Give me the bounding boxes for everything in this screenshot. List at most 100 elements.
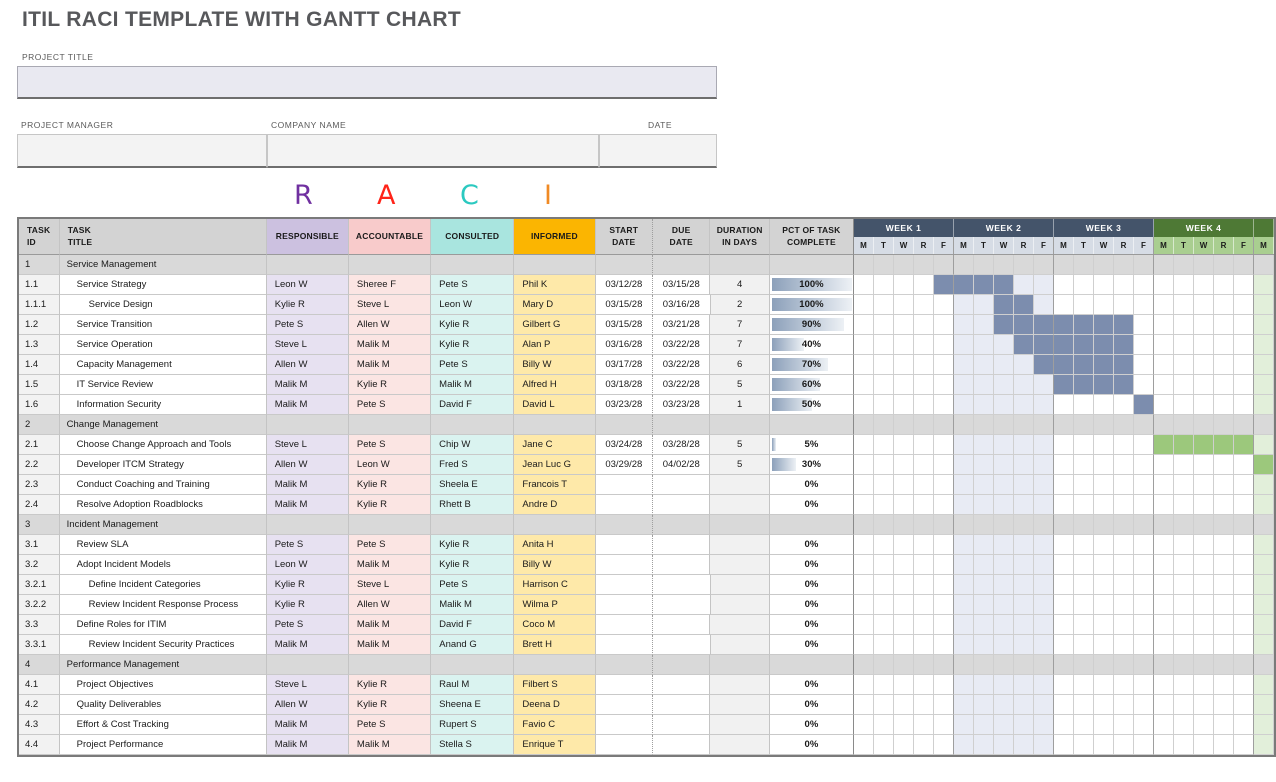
gantt-cell[interactable]: [1074, 295, 1095, 315]
cell-consulted[interactable]: [431, 655, 515, 675]
gantt-cell[interactable]: [1154, 415, 1174, 435]
cell-start-date[interactable]: 03/15/28: [595, 315, 654, 335]
gantt-cell[interactable]: [1194, 655, 1214, 675]
gantt-cell[interactable]: [1013, 615, 1034, 635]
cell-start-date[interactable]: [595, 735, 654, 755]
cell-task-title[interactable]: Service Operation: [59, 335, 267, 355]
cell-due-date[interactable]: [653, 475, 711, 495]
gantt-cell[interactable]: [913, 375, 934, 395]
cell-start-date[interactable]: [595, 595, 654, 615]
gantt-cell[interactable]: [1133, 375, 1154, 395]
gantt-cell[interactable]: [1053, 695, 1074, 715]
gantt-cell[interactable]: [953, 315, 974, 335]
gantt-cell[interactable]: [933, 615, 954, 635]
gantt-cell[interactable]: [973, 615, 994, 635]
gantt-cell[interactable]: [1134, 515, 1154, 535]
cell-consulted[interactable]: Pete S: [431, 575, 515, 595]
gantt-cell[interactable]: [1153, 395, 1174, 415]
gantt-cell[interactable]: [1053, 275, 1074, 295]
gantt-cell[interactable]: [1193, 375, 1214, 395]
cell-responsible[interactable]: Steve L: [266, 675, 349, 695]
gantt-cell[interactable]: [853, 735, 874, 755]
cell-accountable[interactable]: Pete S: [348, 395, 432, 415]
cell-task-title[interactable]: Review SLA: [59, 535, 267, 555]
gantt-cell[interactable]: [1093, 375, 1114, 395]
gantt-cell[interactable]: [933, 315, 954, 335]
cell-consulted[interactable]: Leon W: [431, 295, 515, 315]
cell-start-date[interactable]: 03/23/28: [595, 395, 654, 415]
gantt-cell[interactable]: [974, 575, 995, 595]
gantt-cell[interactable]: [993, 495, 1014, 515]
gantt-cell[interactable]: [1153, 475, 1174, 495]
cell-duration[interactable]: [710, 675, 770, 695]
cell-accountable[interactable]: Malik M: [348, 355, 432, 375]
gantt-cell[interactable]: [1113, 495, 1134, 515]
gantt-cell[interactable]: [1254, 655, 1274, 675]
gantt-cell[interactable]: [1054, 575, 1075, 595]
gantt-cell[interactable]: [1213, 475, 1234, 495]
gantt-cell[interactable]: [1254, 415, 1274, 435]
gantt-cell[interactable]: [1093, 715, 1114, 735]
gantt-cell[interactable]: [1214, 575, 1235, 595]
gantt-cell[interactable]: [993, 455, 1014, 475]
gantt-cell[interactable]: [953, 275, 974, 295]
gantt-cell[interactable]: [854, 575, 875, 595]
cell-due-date[interactable]: [653, 715, 711, 735]
gantt-cell[interactable]: [873, 275, 894, 295]
gantt-cell[interactable]: [894, 255, 914, 275]
gantt-cell[interactable]: [1133, 535, 1154, 555]
cell-due-date[interactable]: 03/22/28: [653, 335, 711, 355]
gantt-cell[interactable]: [1034, 255, 1054, 275]
gantt-cell[interactable]: [1033, 695, 1054, 715]
gantt-cell[interactable]: [914, 635, 935, 655]
gantt-cell[interactable]: [1033, 375, 1054, 395]
cell-accountable[interactable]: Malik M: [348, 735, 432, 755]
gantt-cell[interactable]: [1254, 515, 1274, 535]
gantt-cell[interactable]: [1213, 535, 1234, 555]
gantt-cell[interactable]: [1013, 315, 1034, 335]
gantt-cell[interactable]: [1094, 575, 1115, 595]
gantt-cell[interactable]: [1193, 355, 1214, 375]
gantt-cell[interactable]: [1214, 255, 1234, 275]
gantt-cell[interactable]: [1253, 495, 1274, 515]
gantt-cell[interactable]: [933, 495, 954, 515]
cell-pct-complete[interactable]: [769, 515, 854, 535]
gantt-cell[interactable]: [1234, 635, 1255, 655]
gantt-cell[interactable]: [1093, 735, 1114, 755]
cell-responsible[interactable]: [266, 655, 349, 675]
gantt-cell[interactable]: [1233, 395, 1254, 415]
cell-responsible[interactable]: Steve L: [266, 435, 349, 455]
gantt-cell[interactable]: [1253, 395, 1274, 415]
cell-accountable[interactable]: Pete S: [348, 535, 432, 555]
gantt-cell[interactable]: [1154, 515, 1174, 535]
gantt-cell[interactable]: [1194, 575, 1215, 595]
gantt-cell[interactable]: [1073, 715, 1094, 735]
cell-task-title[interactable]: Resolve Adoption Roadblocks: [59, 495, 267, 515]
gantt-cell[interactable]: [933, 395, 954, 415]
gantt-cell[interactable]: [1093, 355, 1114, 375]
cell-duration[interactable]: [710, 695, 770, 715]
gantt-cell[interactable]: [974, 295, 995, 315]
gantt-cell[interactable]: [993, 535, 1014, 555]
gantt-cell[interactable]: [1174, 575, 1195, 595]
gantt-cell[interactable]: [853, 315, 874, 335]
gantt-cell[interactable]: [1133, 275, 1154, 295]
gantt-cell[interactable]: [973, 695, 994, 715]
gantt-cell[interactable]: [1194, 295, 1215, 315]
gantt-cell[interactable]: [1113, 435, 1134, 455]
gantt-cell[interactable]: [1113, 315, 1134, 335]
cell-task-title[interactable]: Adopt Incident Models: [59, 555, 267, 575]
gantt-cell[interactable]: [973, 275, 994, 295]
gantt-cell[interactable]: [974, 635, 995, 655]
cell-start-date[interactable]: [595, 615, 654, 635]
gantt-cell[interactable]: [873, 555, 894, 575]
gantt-cell[interactable]: [893, 275, 914, 295]
gantt-cell[interactable]: [1033, 315, 1054, 335]
cell-consulted[interactable]: [431, 415, 515, 435]
cell-duration[interactable]: 7: [710, 315, 770, 335]
gantt-cell[interactable]: [1214, 595, 1235, 615]
gantt-cell[interactable]: [874, 415, 894, 435]
gantt-cell[interactable]: [1133, 435, 1154, 455]
cell-informed[interactable]: Alfred H: [514, 375, 596, 395]
cell-task-title[interactable]: Review Incident Response Process: [59, 595, 267, 615]
